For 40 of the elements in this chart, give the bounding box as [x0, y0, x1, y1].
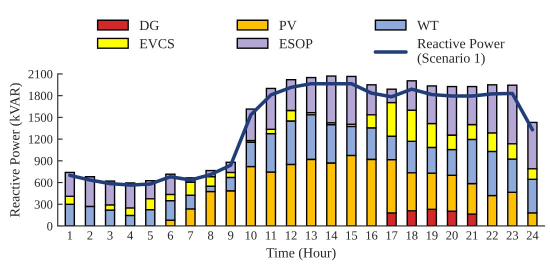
x-tick-label: 7 [188, 231, 194, 240]
legend-label: ESOP [279, 39, 312, 48]
x-tick-label: 18 [406, 231, 418, 240]
x-tick-label: 3 [108, 231, 113, 240]
x-tick-label: 16 [366, 231, 378, 240]
x-tick-label: 24 [526, 231, 538, 240]
y-tick-label: 0 [47, 222, 52, 230]
y-tick-label: 900 [34, 156, 52, 166]
legend-label: DG [140, 20, 159, 30]
x-tick-label: 15 [346, 231, 358, 240]
y-axis-title: Reactive Power (kVAR) [10, 83, 22, 217]
x-tick-label: 5 [148, 231, 153, 240]
y-tick-label: 1800 [28, 92, 52, 100]
x-tick-label: 6 [168, 231, 174, 240]
x-tick-label: 23 [506, 231, 518, 240]
x-tick-label: 22 [486, 231, 498, 240]
x-tick-label: 10 [246, 231, 257, 240]
y-tick-label: 300 [34, 200, 52, 209]
x-tick-label: 21 [466, 231, 478, 240]
x-tick-label: 12 [286, 231, 297, 240]
legend-label: EVCS [140, 39, 174, 48]
x-tick-label: 17 [386, 231, 398, 240]
legend-label: Reactive Power (Scenario 1) [417, 38, 505, 66]
y-tick-label: 1500 [28, 113, 52, 122]
legend-label: WT [417, 20, 438, 30]
x-tick-label: 13 [306, 231, 317, 240]
x-tick-label: 9 [228, 231, 234, 240]
x-tick-label: 2 [87, 231, 92, 240]
legend-label: PV [279, 20, 297, 30]
x-tick-label: 19 [426, 231, 438, 240]
x-tick-label: 4 [127, 231, 134, 240]
x-tick-label: 20 [446, 231, 458, 240]
y-tick-label: 1200 [28, 135, 52, 144]
x-tick-label: 1 [68, 231, 72, 240]
x-tick-label: 14 [326, 231, 338, 240]
y-tick-label: 2100 [28, 70, 52, 78]
x-axis-title: Time (Hour) [266, 248, 336, 260]
x-tick-label: 11 [266, 231, 276, 240]
y-tick-label: 600 [34, 178, 52, 188]
x-tick-label: 8 [208, 231, 214, 240]
